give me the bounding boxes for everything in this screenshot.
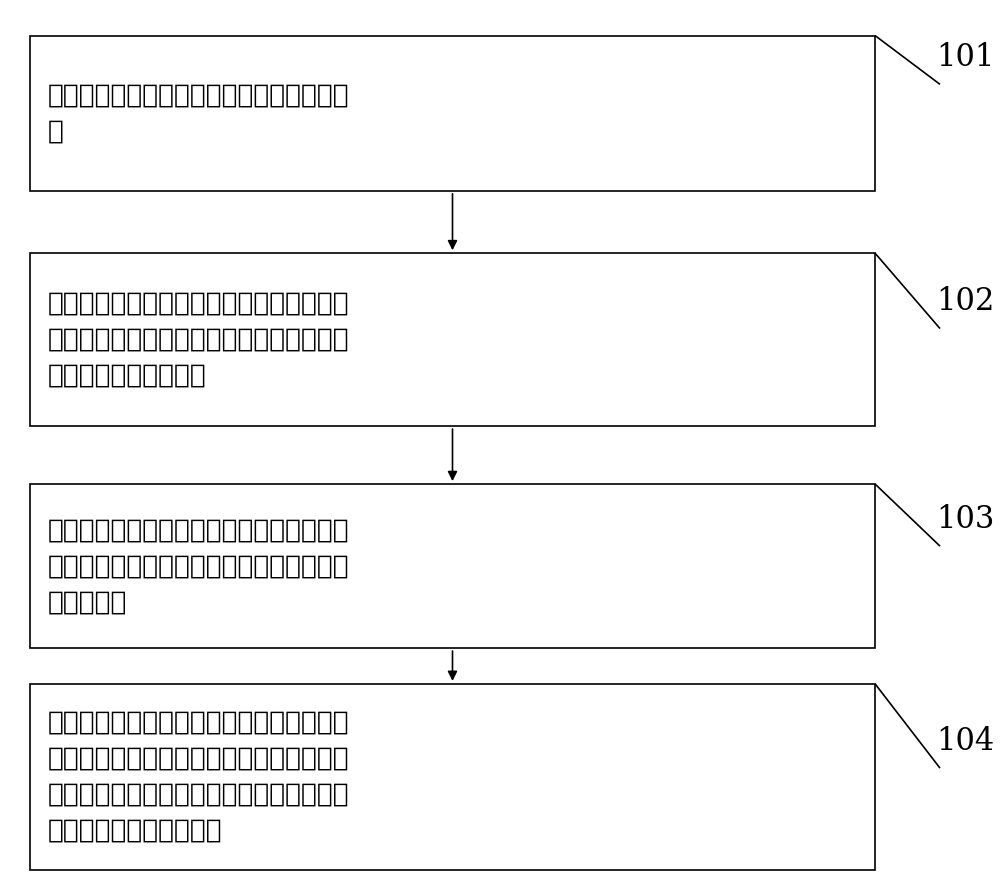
Text: 104: 104	[936, 726, 994, 757]
Text: 102: 102	[936, 287, 994, 317]
FancyBboxPatch shape	[30, 253, 875, 426]
Text: 103: 103	[936, 504, 994, 535]
Text: 往所述混凝土输送装置的一端注入混凝土，
所述混凝土输送装置将混凝土输送到所述混
凝土输送装置的另一端: 往所述混凝土输送装置的一端注入混凝土， 所述混凝土输送装置将混凝土输送到所述混 …	[48, 290, 350, 389]
FancyBboxPatch shape	[30, 36, 875, 191]
Text: 将两个混凝土输送装置分别移动到隧道的两
侧: 将两个混凝土输送装置分别移动到隧道的两 侧	[48, 83, 350, 144]
Text: 在所述混凝土输送装置的另一端对混凝土进
行分料，使得混凝土被输送到仰拱处，对仰
拱进行浇筑: 在所述混凝土输送装置的另一端对混凝土进 行分料，使得混凝土被输送到仰拱处，对仰 …	[48, 517, 350, 615]
Text: 仰拱浇筑完成后，再次在所述混凝土输送装
置的另一端对混凝土进行分料，使得混凝土
被输送到仰拱填充，对仰拱填充进行浇筑，
直到完成对仰拱填充浇筑: 仰拱浇筑完成后，再次在所述混凝土输送装 置的另一端对混凝土进行分料，使得混凝土 …	[48, 710, 350, 844]
FancyBboxPatch shape	[30, 484, 875, 648]
FancyBboxPatch shape	[30, 684, 875, 870]
Text: 101: 101	[936, 43, 994, 73]
